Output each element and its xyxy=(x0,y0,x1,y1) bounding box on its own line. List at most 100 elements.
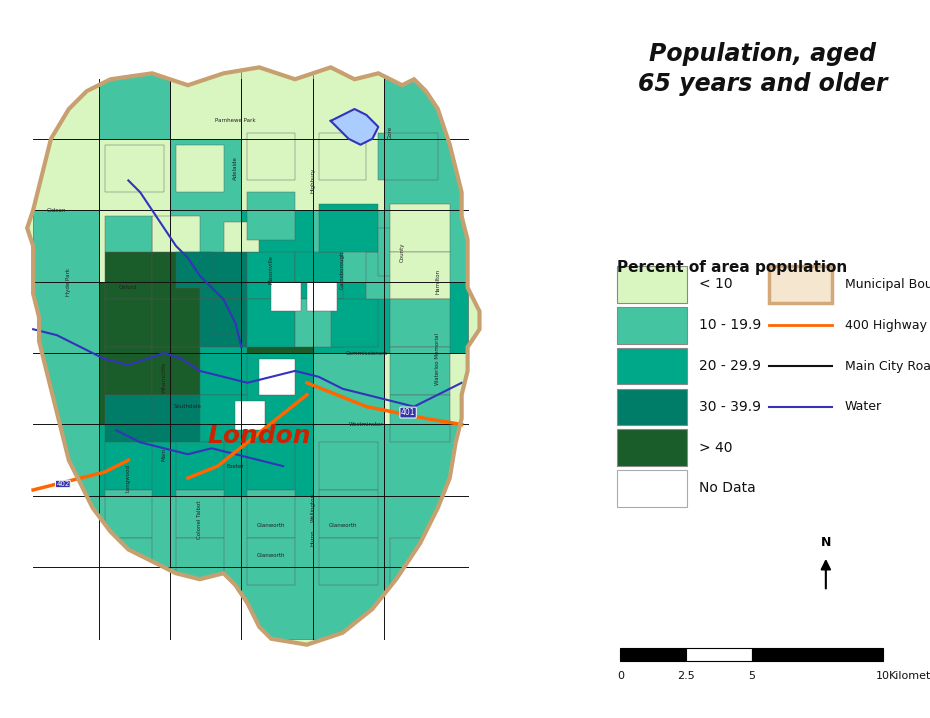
Bar xyxy=(33,424,99,496)
Text: 0: 0 xyxy=(617,671,624,681)
Bar xyxy=(153,252,200,299)
Bar xyxy=(391,347,450,395)
Bar xyxy=(618,429,686,466)
Polygon shape xyxy=(331,109,379,145)
Bar xyxy=(312,210,384,281)
Text: 10: 10 xyxy=(876,671,890,681)
Text: Adelaide: Adelaide xyxy=(233,157,238,180)
Bar xyxy=(170,353,242,424)
Bar xyxy=(33,496,99,567)
Bar xyxy=(33,353,99,424)
Text: Water: Water xyxy=(844,401,882,414)
Bar xyxy=(312,281,384,353)
Bar xyxy=(272,281,301,312)
Bar xyxy=(259,359,295,395)
Bar xyxy=(104,395,153,442)
Bar xyxy=(618,388,686,425)
Bar xyxy=(104,538,153,585)
Bar xyxy=(242,496,312,567)
Bar xyxy=(170,67,242,139)
Text: County: County xyxy=(400,242,405,261)
Polygon shape xyxy=(27,67,480,645)
Bar xyxy=(223,222,259,252)
Text: Westminster: Westminster xyxy=(349,422,384,427)
Bar xyxy=(384,424,468,496)
Bar xyxy=(319,538,379,585)
Text: Masonville: Masonville xyxy=(269,255,273,284)
Bar xyxy=(200,347,247,395)
Text: Gore: Gore xyxy=(388,126,392,139)
Bar xyxy=(618,307,686,343)
Bar xyxy=(247,442,295,490)
Text: 5: 5 xyxy=(748,671,755,681)
Bar xyxy=(384,139,468,210)
Bar xyxy=(391,252,450,299)
Bar xyxy=(33,210,99,281)
Bar xyxy=(242,281,312,353)
Text: Huron: Huron xyxy=(311,529,315,546)
Bar xyxy=(307,281,337,312)
Text: Highbury: Highbury xyxy=(311,168,315,193)
Text: < 10: < 10 xyxy=(699,277,733,292)
Bar xyxy=(176,252,212,288)
Text: Municipal Boundary: Municipal Boundary xyxy=(844,278,930,291)
Text: Southdale: Southdale xyxy=(174,404,202,409)
Bar xyxy=(242,139,312,210)
Bar xyxy=(366,252,414,299)
Text: Longwood: Longwood xyxy=(126,464,131,492)
Text: 20 - 29.9: 20 - 29.9 xyxy=(699,359,762,373)
Bar xyxy=(769,266,832,303)
Bar xyxy=(618,348,686,384)
Text: Main: Main xyxy=(162,447,166,461)
Text: Parnhewe Park: Parnhewe Park xyxy=(215,118,256,123)
Bar xyxy=(170,281,242,353)
Bar xyxy=(384,210,468,281)
Bar xyxy=(391,395,450,442)
Bar xyxy=(235,401,265,430)
Bar xyxy=(99,139,170,210)
Bar xyxy=(176,490,223,538)
Text: Kilometers: Kilometers xyxy=(889,671,930,681)
Bar xyxy=(391,204,450,252)
Bar xyxy=(618,266,686,303)
Text: Percent of area population: Percent of area population xyxy=(618,261,847,276)
Bar xyxy=(242,424,312,496)
Bar xyxy=(391,299,450,347)
Bar xyxy=(104,347,153,395)
Bar xyxy=(153,347,200,395)
Bar xyxy=(242,567,312,639)
Bar xyxy=(99,424,170,496)
Text: 2.5: 2.5 xyxy=(677,671,695,681)
Text: 30 - 39.9: 30 - 39.9 xyxy=(699,400,762,414)
Bar xyxy=(33,139,99,210)
Bar xyxy=(176,145,223,192)
Text: Commissioners: Commissioners xyxy=(345,350,388,355)
Text: Waterloo Memorial: Waterloo Memorial xyxy=(435,333,440,385)
Bar xyxy=(247,133,295,180)
Bar xyxy=(99,567,170,639)
Bar xyxy=(242,353,312,424)
Bar xyxy=(176,538,223,585)
Bar xyxy=(384,496,468,567)
Bar xyxy=(319,442,379,490)
Bar xyxy=(153,395,200,442)
Bar xyxy=(247,299,295,347)
Bar xyxy=(312,67,384,139)
Text: Glanworth: Glanworth xyxy=(257,523,286,528)
Text: Gainsborough: Gainsborough xyxy=(340,251,345,289)
Bar xyxy=(319,204,379,252)
Bar xyxy=(170,210,242,281)
Bar xyxy=(751,648,883,661)
Bar xyxy=(200,252,247,299)
Text: > 40: > 40 xyxy=(699,441,733,454)
Bar xyxy=(312,353,384,424)
Bar xyxy=(384,353,468,424)
Bar xyxy=(33,567,99,639)
Text: Main City Roads: Main City Roads xyxy=(844,360,930,373)
Bar xyxy=(312,567,384,639)
Bar xyxy=(331,299,379,347)
Bar xyxy=(686,648,751,661)
Text: Wharncliffe: Wharncliffe xyxy=(162,361,166,393)
Text: 402: 402 xyxy=(56,481,70,487)
Bar xyxy=(153,216,200,252)
